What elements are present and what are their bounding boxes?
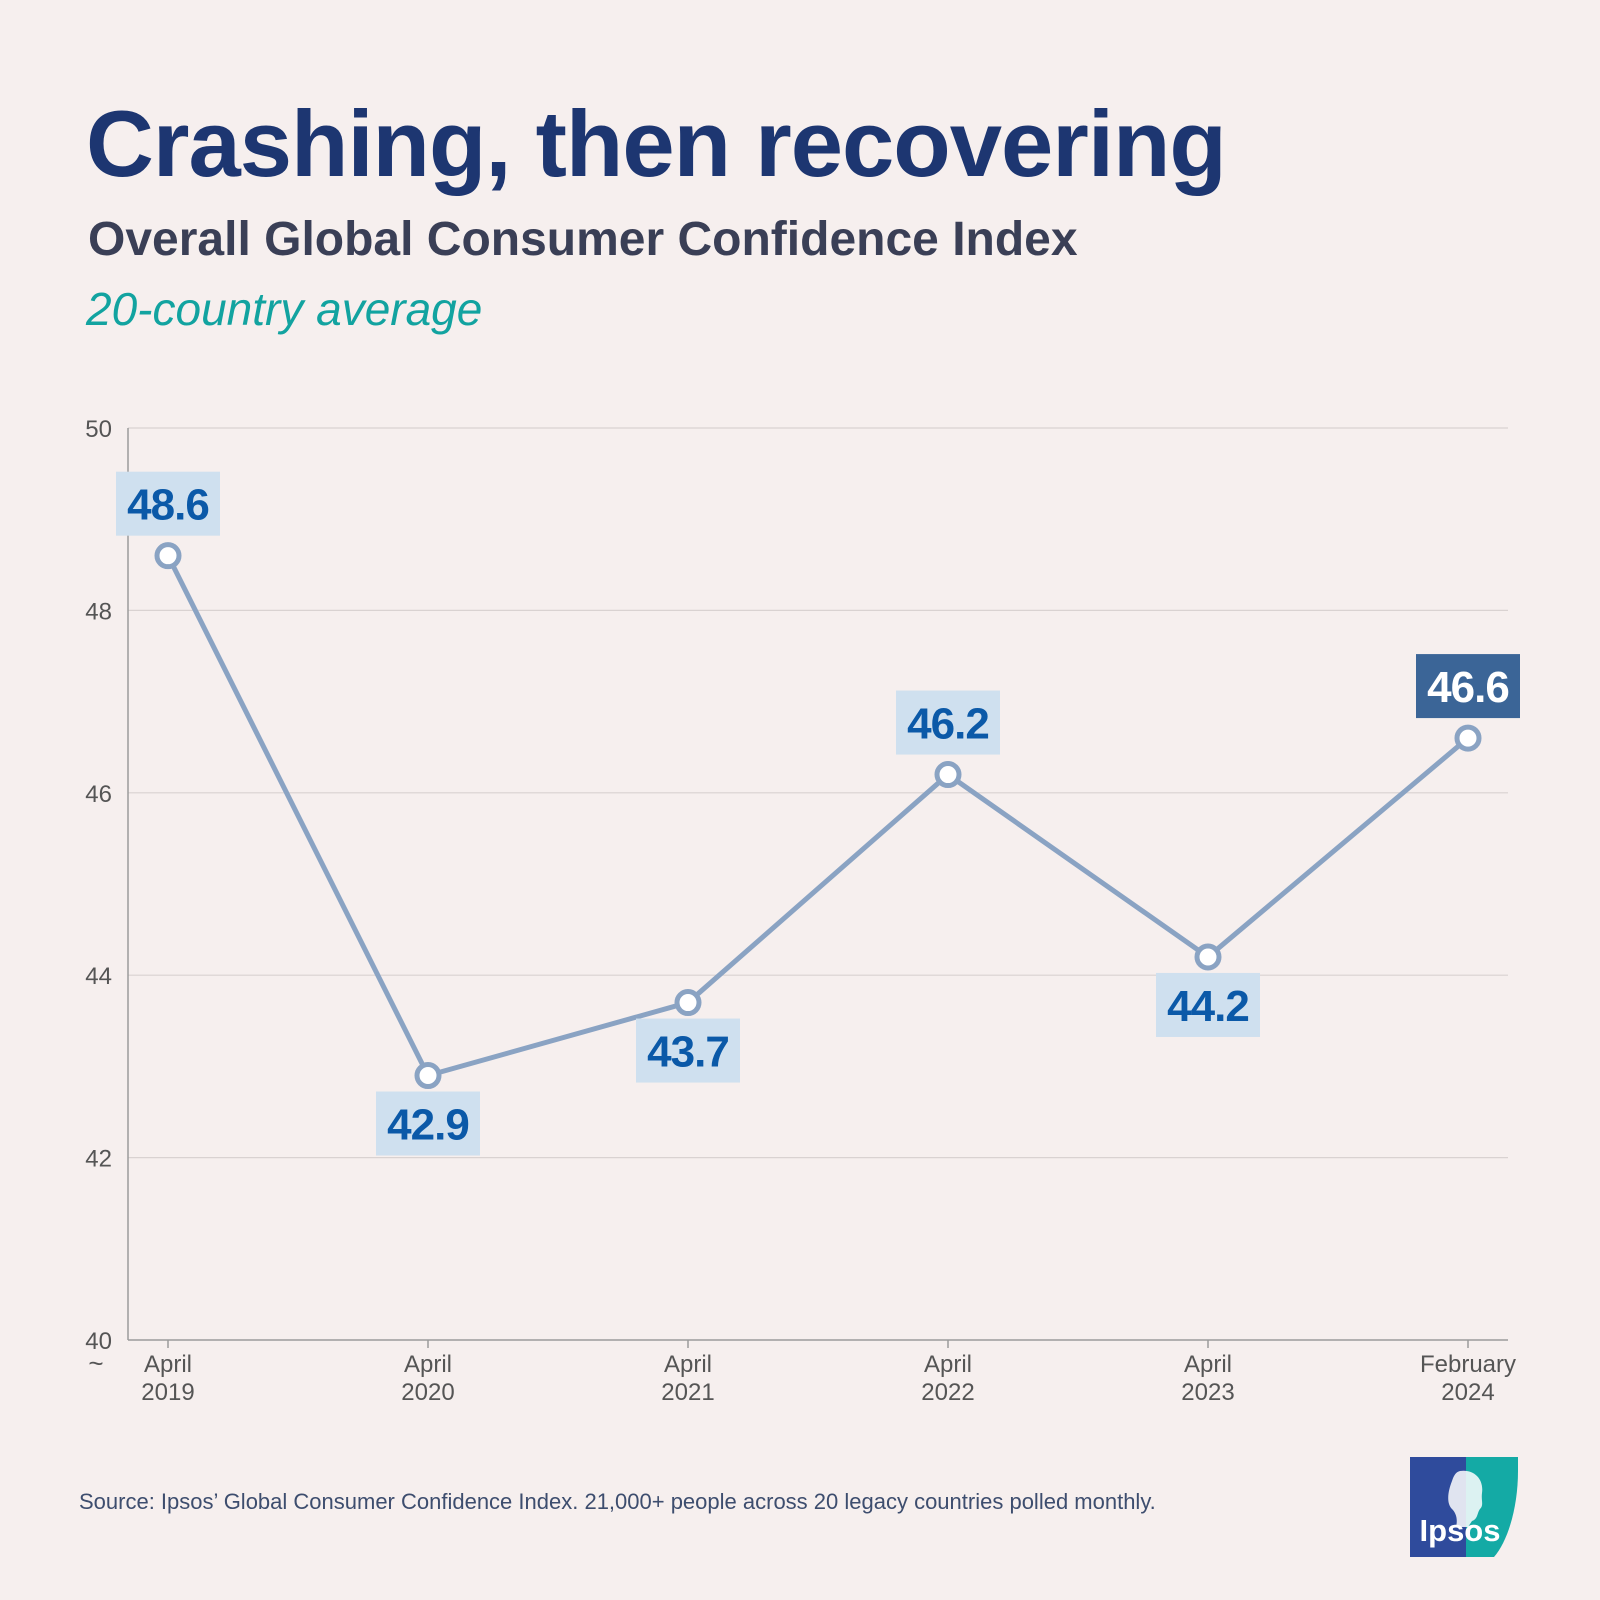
- data-label-box: [1416, 654, 1520, 719]
- x-tick-label-month: February: [1420, 1351, 1516, 1378]
- data-point-marker: [154, 542, 182, 570]
- x-tick-label-month: April: [144, 1351, 192, 1378]
- y-tick-label: 48: [85, 598, 112, 625]
- data-label-box: [116, 471, 220, 536]
- x-tick-label-year: 2019: [141, 1379, 194, 1406]
- data-label: 48.6: [127, 481, 209, 530]
- logo-text: Ipsos: [1420, 1513, 1501, 1548]
- data-label-box: [1156, 972, 1260, 1037]
- data-point-marker: [934, 761, 962, 789]
- source-note: Source: Ipsos’ Global Consumer Confidenc…: [79, 1489, 1156, 1514]
- data-label: 46.6: [1427, 663, 1509, 712]
- data-label: 44.2: [1167, 982, 1249, 1031]
- y-tick-label: 44: [85, 963, 112, 990]
- chart-title: Crashing, then recovering: [86, 91, 1227, 196]
- data-label-box: [636, 1018, 740, 1083]
- x-tick-label-year: 2023: [1181, 1379, 1234, 1406]
- x-tick-label-year: 2022: [921, 1379, 974, 1406]
- x-tick-label-year: 2021: [661, 1379, 714, 1406]
- data-point-marker: [674, 989, 702, 1017]
- data-label-box: [896, 690, 1000, 755]
- data-point-marker: [1194, 943, 1222, 971]
- data-label-box: [376, 1091, 480, 1156]
- data-label: 46.2: [907, 700, 989, 749]
- data-point-marker: [1454, 724, 1482, 752]
- x-tick-label-month: April: [1184, 1351, 1232, 1378]
- x-tick-label-year: 2024: [1441, 1379, 1494, 1406]
- y-tick-label: 50: [85, 416, 112, 443]
- x-tick-label-month: April: [664, 1351, 712, 1378]
- x-tick-label-month: April: [924, 1351, 972, 1378]
- x-tick-label-year: 2020: [401, 1379, 454, 1406]
- data-label: 43.7: [647, 1028, 729, 1077]
- chart-subtitle: Overall Global Consumer Confidence Index: [88, 213, 1078, 266]
- axis-break-symbol: ~: [88, 1348, 103, 1378]
- y-tick-label: 46: [85, 781, 112, 808]
- series-line: [165, 553, 1471, 1079]
- data-point-marker: [414, 1062, 442, 1090]
- y-tick-label: 42: [85, 1146, 112, 1173]
- chart-note: 20-country average: [86, 283, 483, 335]
- x-tick-label-month: April: [404, 1351, 452, 1378]
- data-label: 42.9: [387, 1101, 469, 1150]
- y-tick-label: 40: [85, 1328, 112, 1355]
- logo-head-icon: [1448, 1470, 1483, 1527]
- ipsos-logo: Ipsos: [1410, 1457, 1518, 1557]
